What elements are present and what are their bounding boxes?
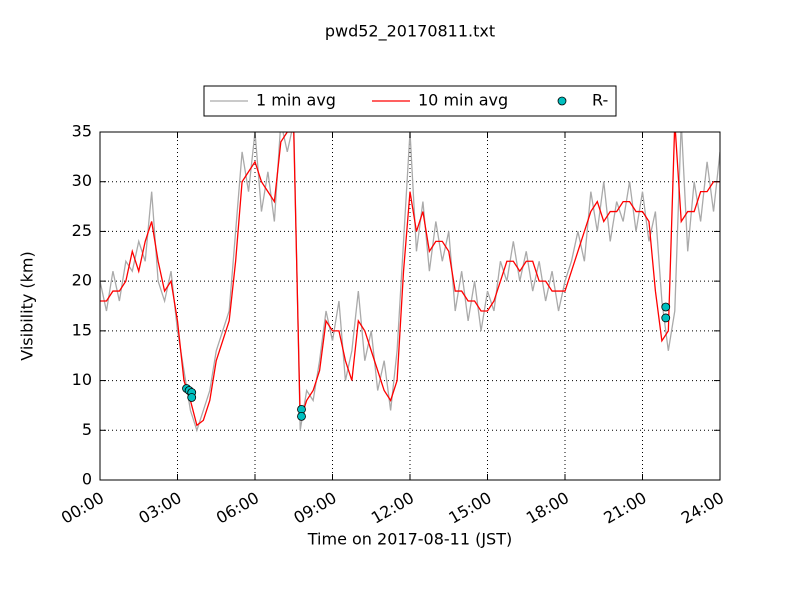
y-tick-label: 35: [72, 122, 92, 141]
legend-label: 1 min avg: [256, 91, 336, 110]
x-axis-label: Time on 2017-08-11 (JST): [307, 530, 512, 549]
legend: 1 min avg 10 min avg R-: [203, 85, 617, 117]
series-line: [100, 132, 720, 427]
plot-area: [100, 132, 720, 480]
y-tick-label: 30: [72, 171, 92, 190]
series-line: [100, 132, 720, 433]
y-tick-label: 5: [82, 420, 92, 439]
legend-label: R-: [592, 91, 608, 110]
chart-title: pwd52_20170811.txt: [325, 22, 495, 42]
legend-label: 10 min avg: [418, 91, 508, 110]
y-tick-label: 25: [72, 221, 92, 240]
data-point: [187, 393, 197, 402]
y-tick-label: 10: [72, 370, 92, 389]
y-tick-label: 0: [82, 470, 92, 489]
y-axis-label: Visibility (km): [18, 251, 37, 360]
y-tick-label: 15: [72, 320, 92, 339]
y-tick-label: 20: [72, 271, 92, 290]
data-point: [297, 411, 306, 421]
plot-frame: [99, 131, 721, 481]
data-point: [661, 302, 671, 312]
data-point: [661, 313, 671, 323]
legend-swatch: [557, 96, 567, 106]
